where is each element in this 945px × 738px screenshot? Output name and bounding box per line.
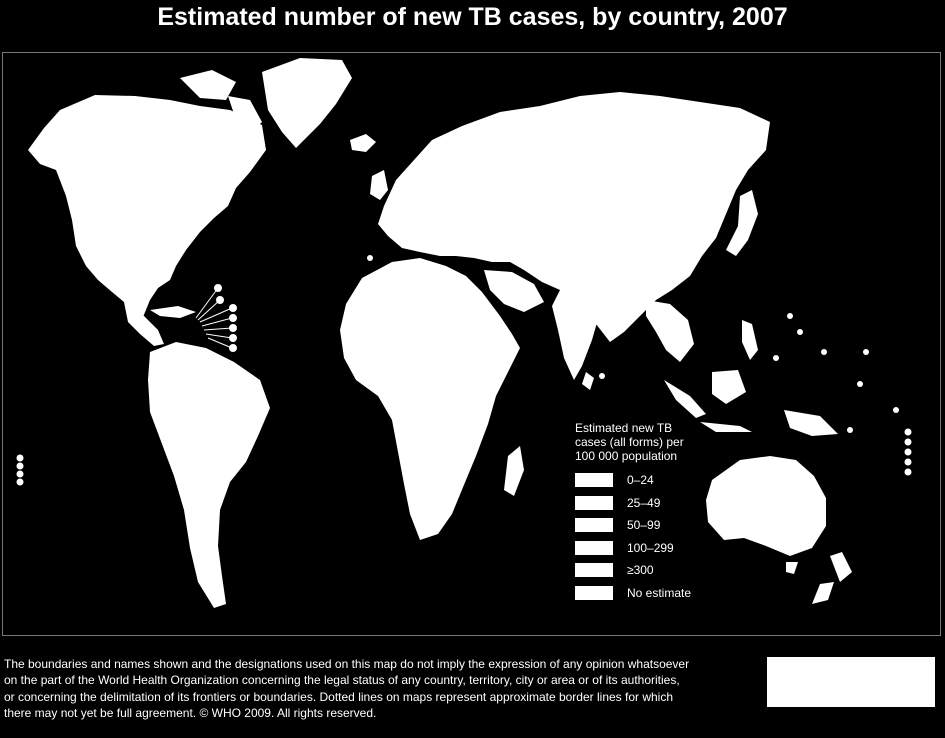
legend-title-line: 100 000 population [575,449,678,463]
japan [726,190,758,256]
indonesia-java [700,422,752,432]
disclaimer-line: The boundaries and names shown and the d… [4,657,690,671]
central-america [124,302,164,346]
legend-label: 25–49 [627,495,661,510]
disclaimer-line: there may not yet be full agreement. © W… [4,706,377,721]
australia [706,456,826,556]
disclaimer-text: The boundaries and names shown and the d… [4,656,754,722]
legend-label: 0–24 [627,473,654,488]
legend-item-300-plus: ≥300 [575,559,705,582]
british-isles [370,170,388,200]
legend-swatch [575,495,613,510]
iceland [350,134,376,152]
legend-swatch [575,473,613,488]
pacific-island-markers [16,255,912,486]
sri-lanka [582,372,594,390]
south-america [148,342,270,608]
arctic-islands [180,70,236,100]
map-legend: Estimated new TB cases (all forms) per 1… [575,421,705,604]
legend-swatch [575,540,613,555]
disclaimer-line: on the part of the World Health Organiza… [4,673,680,688]
map-frame [2,52,941,636]
legend-title: Estimated new TB cases (all forms) per 1… [575,421,705,463]
madagascar [504,446,524,496]
legend-label: ≥300 [627,563,654,578]
legend-label: 50–99 [627,518,661,533]
who-logo-box [767,657,935,707]
southeast-asia [646,300,694,362]
legend-label: No estimate [627,585,692,600]
legend-item-no-estimate: No estimate [575,582,705,605]
legend-swatch [575,518,613,533]
legend-swatch [575,585,613,600]
indonesia-borneo [712,370,746,404]
new-guinea [784,410,838,436]
arabian-peninsula [484,270,544,312]
tasmania [786,562,798,574]
legend-item-100-299: 100–299 [575,537,705,560]
legend-item-25-49: 25–49 [575,492,705,515]
philippines [742,320,758,360]
indonesia-sumatra [664,380,706,418]
india [552,290,600,380]
legend-swatch [575,563,613,578]
caribbean-callouts [195,284,237,352]
disclaimer-line: or concerning the delimitation of its fr… [4,689,674,704]
legend-item-0-24: 0–24 [575,469,705,492]
map-title: Estimated number of new TB cases, by cou… [157,3,788,31]
legend-item-50-99: 50–99 [575,514,705,537]
cuba [150,306,196,318]
legend-label: 100–299 [627,540,674,555]
greenland [262,58,352,148]
legend-title-line: cases (all forms) per [575,435,684,449]
baffin-island [228,96,262,134]
eurasia [378,92,770,342]
north-america [28,95,266,322]
new-zealand-south [812,582,834,604]
new-zealand-north [830,552,852,582]
africa [340,258,520,540]
legend-title-line: Estimated new TB [575,421,673,435]
